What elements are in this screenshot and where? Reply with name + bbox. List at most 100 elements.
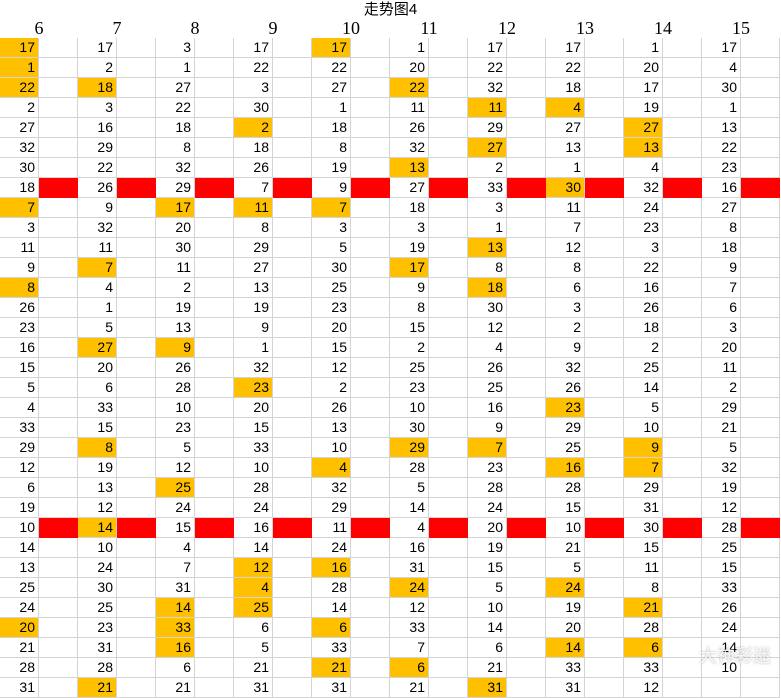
spacer-cell [195, 338, 234, 358]
spacer-cell [351, 578, 390, 598]
separator-bar [39, 178, 78, 198]
spacer-cell [741, 258, 780, 278]
number-cell: 27 [78, 338, 117, 358]
number-cell: 21 [702, 418, 741, 438]
spacer-cell [429, 678, 468, 698]
number-cell: 31 [156, 578, 195, 598]
spacer-cell [273, 478, 312, 498]
spacer-cell [117, 278, 156, 298]
number-cell: 21 [468, 658, 507, 678]
spacer-cell [507, 318, 546, 338]
spacer-cell [507, 598, 546, 618]
number-cell: 2 [624, 338, 663, 358]
spacer-cell [429, 438, 468, 458]
number-cell: 21 [546, 538, 585, 558]
number-cell: 2 [390, 338, 429, 358]
number-cell: 10 [468, 598, 507, 618]
spacer-cell [741, 158, 780, 178]
spacer-cell [507, 298, 546, 318]
number-cell: 25 [234, 598, 273, 618]
spacer-cell [273, 578, 312, 598]
number-cell: 28 [0, 658, 39, 678]
spacer-cell [117, 458, 156, 478]
spacer-cell [195, 318, 234, 338]
spacer-cell [585, 38, 624, 58]
number-cell: 1 [156, 58, 195, 78]
spacer-cell [429, 338, 468, 358]
number-cell: 1 [312, 98, 351, 118]
spacer-cell [741, 638, 780, 658]
spacer-cell [663, 558, 702, 578]
number-cell: 21 [78, 678, 117, 698]
number-cell: 33 [468, 178, 507, 198]
number-cell: 6 [702, 298, 741, 318]
spacer-cell [507, 638, 546, 658]
spacer-cell [741, 418, 780, 438]
spacer-cell [273, 498, 312, 518]
spacer-cell [663, 358, 702, 378]
number-cell: 28 [546, 478, 585, 498]
spacer-cell [663, 58, 702, 78]
spacer-cell [741, 558, 780, 578]
number-cell: 10 [78, 538, 117, 558]
number-cell: 31 [234, 678, 273, 698]
number-cell: 2 [312, 378, 351, 398]
number-cell: 32 [78, 218, 117, 238]
number-cell: 17 [0, 38, 39, 58]
spacer-cell [39, 198, 78, 218]
number-cell: 18 [234, 138, 273, 158]
number-cell: 9 [0, 258, 39, 278]
column-header: 11 [420, 18, 438, 38]
spacer-cell [663, 258, 702, 278]
spacer-cell [117, 138, 156, 158]
spacer-cell [273, 598, 312, 618]
spacer-cell [507, 558, 546, 578]
number-cell: 10 [0, 518, 39, 538]
spacer-cell [195, 438, 234, 458]
number-cell: 30 [468, 298, 507, 318]
spacer-cell [585, 118, 624, 138]
spacer-cell [429, 98, 468, 118]
spacer-cell [663, 198, 702, 218]
number-cell: 10 [390, 398, 429, 418]
spacer-cell [585, 318, 624, 338]
number-cell: 22 [234, 58, 273, 78]
number-cell: 3 [624, 238, 663, 258]
spacer-cell [741, 358, 780, 378]
number-cell: 4 [78, 278, 117, 298]
spacer-cell [195, 458, 234, 478]
spacer-cell [195, 378, 234, 398]
spacer-cell [39, 38, 78, 58]
number-cell: 4 [390, 518, 429, 538]
spacer-cell [429, 558, 468, 578]
separator-bar [351, 178, 390, 198]
spacer-cell [351, 298, 390, 318]
number-cell: 23 [78, 618, 117, 638]
number-cell: 6 [0, 478, 39, 498]
spacer-cell [351, 658, 390, 678]
spacer-cell [741, 438, 780, 458]
number-cell: 30 [702, 78, 741, 98]
number-cell: 15 [468, 558, 507, 578]
number-cell: 29 [702, 398, 741, 418]
spacer-cell [351, 558, 390, 578]
spacer-cell [507, 438, 546, 458]
number-cell: 16 [624, 278, 663, 298]
number-cell: 27 [468, 138, 507, 158]
spacer-cell [117, 158, 156, 178]
number-cell: 33 [234, 438, 273, 458]
spacer-cell [351, 118, 390, 138]
number-cell: 31 [546, 678, 585, 698]
number-cell: 24 [390, 578, 429, 598]
number-cell: 29 [390, 438, 429, 458]
spacer-cell [507, 78, 546, 98]
number-cell: 5 [156, 438, 195, 458]
number-cell: 7 [624, 458, 663, 478]
spacer-cell [117, 78, 156, 98]
spacer-cell [663, 118, 702, 138]
number-cell: 3 [0, 218, 39, 238]
spacer-cell [663, 458, 702, 478]
number-cell: 17 [624, 78, 663, 98]
spacer-cell [741, 538, 780, 558]
spacer-cell [195, 38, 234, 58]
